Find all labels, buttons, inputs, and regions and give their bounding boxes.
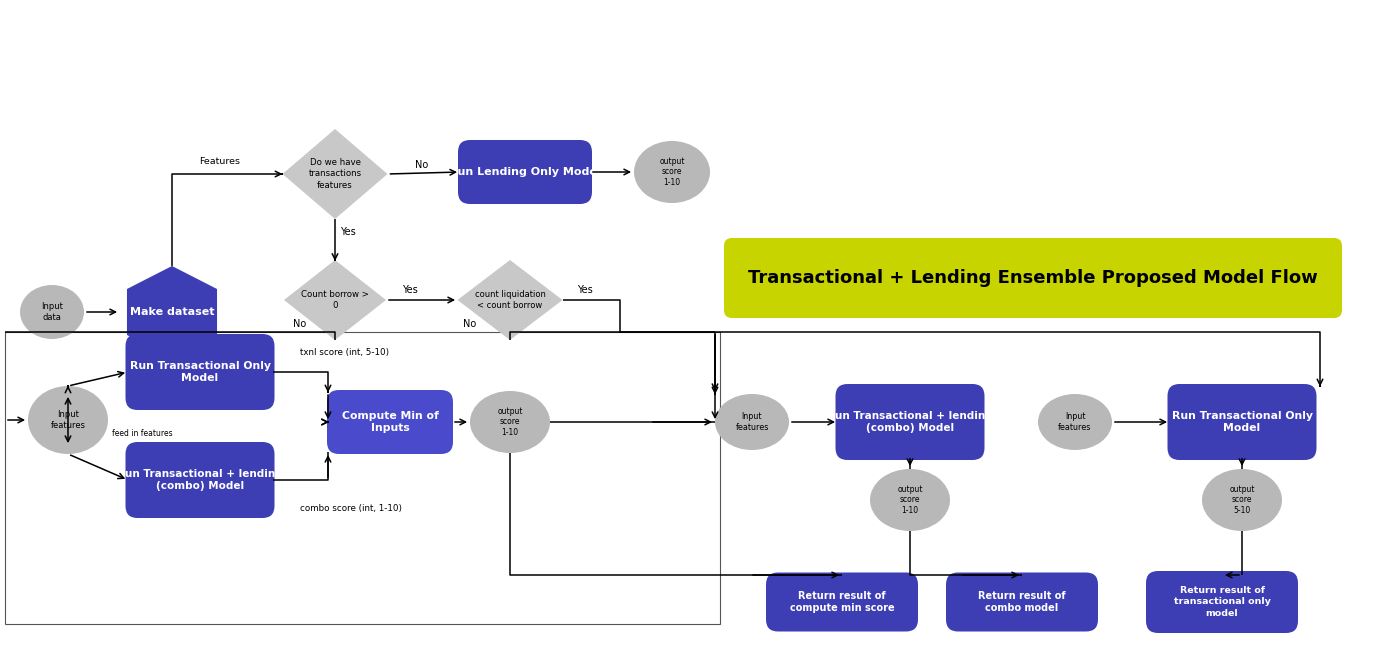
Text: Return result of
compute min score: Return result of compute min score [790, 591, 895, 613]
FancyBboxPatch shape [766, 572, 918, 632]
Text: Run Transactional Only
Model: Run Transactional Only Model [129, 361, 270, 383]
Text: Input
data: Input data [41, 302, 63, 322]
Text: output
score
1-10: output score 1-10 [659, 156, 685, 187]
Text: Count borrow >
0: Count borrow > 0 [301, 290, 370, 310]
FancyBboxPatch shape [126, 442, 274, 518]
Text: Yes: Yes [402, 285, 417, 295]
Ellipse shape [20, 285, 84, 339]
FancyBboxPatch shape [328, 390, 454, 454]
Text: output
score
5-10: output score 5-10 [1229, 484, 1254, 515]
Text: Yes: Yes [577, 285, 592, 295]
FancyBboxPatch shape [946, 572, 1098, 632]
Text: No: No [463, 319, 476, 329]
Ellipse shape [1203, 469, 1282, 531]
Text: Input
features: Input features [50, 410, 85, 430]
Text: output
score
1-10: output score 1-10 [497, 407, 522, 437]
Text: txnl score (int, 5-10): txnl score (int, 5-10) [300, 349, 389, 357]
Text: Transactional + Lending Ensemble Proposed Model Flow: Transactional + Lending Ensemble Propose… [748, 269, 1317, 287]
Text: Run Transactional + lending
(combo) Model: Run Transactional + lending (combo) Mode… [118, 469, 283, 491]
Ellipse shape [1037, 394, 1112, 450]
Text: Run Transactional + lending
(combo) Model: Run Transactional + lending (combo) Mode… [827, 411, 993, 433]
Polygon shape [458, 260, 563, 340]
Ellipse shape [634, 141, 710, 203]
Ellipse shape [715, 394, 790, 450]
Text: Yes: Yes [340, 227, 356, 237]
Text: Make dataset: Make dataset [130, 307, 214, 317]
Text: Run Lending Only Model: Run Lending Only Model [449, 167, 601, 177]
FancyBboxPatch shape [1147, 571, 1298, 633]
Polygon shape [284, 260, 386, 340]
Text: Do we have
transactions
features: Do we have transactions features [308, 158, 361, 190]
Text: output
score
1-10: output score 1-10 [897, 484, 923, 515]
Ellipse shape [470, 391, 550, 453]
FancyBboxPatch shape [126, 334, 274, 410]
Polygon shape [283, 129, 388, 219]
Text: Input
features: Input features [1058, 412, 1092, 432]
Text: Compute Min of
Inputs: Compute Min of Inputs [342, 411, 438, 433]
FancyBboxPatch shape [1168, 384, 1316, 460]
Text: Return result of
combo model: Return result of combo model [979, 591, 1065, 613]
Text: combo score (int, 1-10): combo score (int, 1-10) [300, 503, 402, 512]
Text: Return result of
transactional only
model: Return result of transactional only mode… [1173, 586, 1270, 617]
Text: Run Transactional Only
Model: Run Transactional Only Model [1172, 411, 1313, 433]
Text: Input
features: Input features [735, 412, 769, 432]
Text: count liquidation
< count borrow: count liquidation < count borrow [475, 290, 546, 310]
Text: Features: Features [200, 158, 241, 166]
Text: No: No [294, 319, 307, 329]
Ellipse shape [869, 469, 951, 531]
Polygon shape [127, 266, 217, 358]
Text: feed in features: feed in features [112, 430, 172, 439]
FancyBboxPatch shape [836, 384, 984, 460]
FancyBboxPatch shape [724, 238, 1343, 318]
FancyBboxPatch shape [458, 140, 592, 204]
Ellipse shape [28, 386, 108, 454]
Text: No: No [416, 160, 428, 170]
